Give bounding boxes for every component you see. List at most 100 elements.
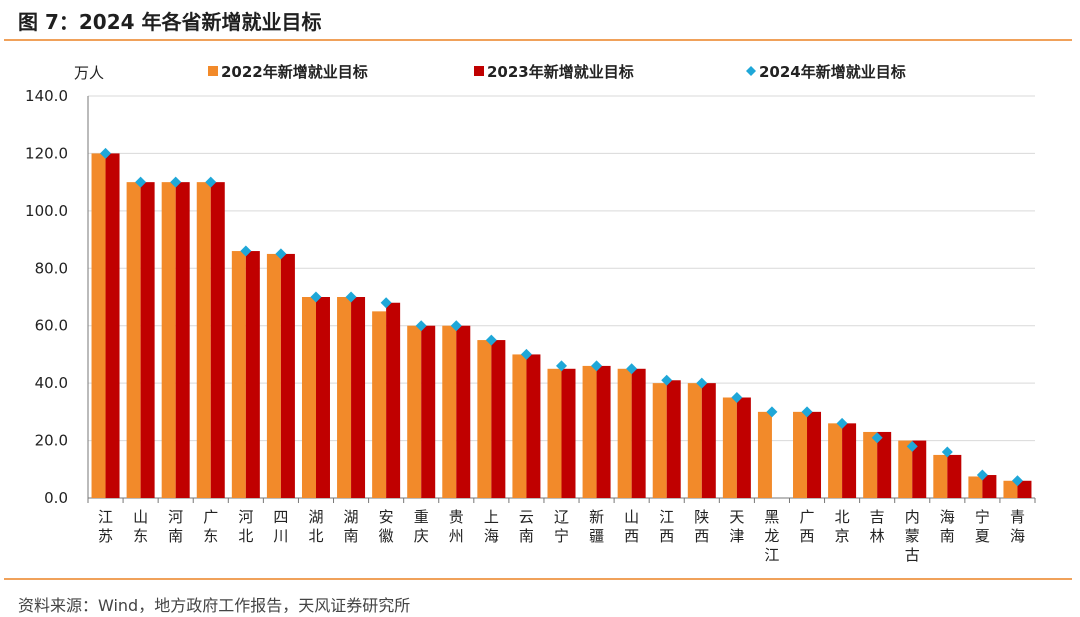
category-label: 湖北 (308, 508, 323, 545)
marker-2024 (941, 446, 953, 458)
marker-2024 (626, 363, 638, 375)
y-tick-label: 100.0 (25, 202, 68, 220)
category-label: 广西 (800, 508, 815, 545)
bar-2023 (561, 368, 576, 498)
bar-2022 (1003, 480, 1018, 498)
category-label: 湖南 (344, 508, 359, 545)
bar-2022 (301, 297, 316, 498)
y-tick-label: 120.0 (25, 144, 68, 162)
marker-2024 (415, 320, 427, 332)
bar-2023 (175, 182, 190, 498)
category-label: 河北 (238, 508, 253, 545)
legend: 2022年新增就业目标 2023年新增就业目标 2024年新增就业目标 (208, 63, 906, 81)
bar-2023 (666, 380, 681, 498)
bar-2022 (863, 431, 878, 498)
marker-2024 (205, 176, 217, 188)
marker-2024 (345, 291, 357, 303)
source-note: 资料来源：Wind，地方政府工作报告，天风证券研究所 (18, 596, 411, 615)
bar-2023 (736, 397, 751, 498)
category-label: 安徽 (379, 508, 394, 545)
figure-title: 图 7：2024 年各省新增就业目标 (18, 10, 322, 34)
category-label: 山西 (624, 508, 639, 545)
bar-2022 (793, 411, 808, 498)
legend-swatch (474, 66, 484, 76)
marker-2024 (556, 360, 567, 372)
category-label: 青海 (1010, 508, 1025, 545)
y-tick-label: 20.0 (35, 432, 68, 450)
marker-2024 (871, 432, 883, 444)
marker-2024 (275, 248, 287, 260)
bar-2022 (968, 476, 983, 498)
y-tick-label: 80.0 (35, 259, 68, 277)
bar-2023 (210, 182, 225, 498)
legend-swatch (208, 66, 218, 76)
bar-2022 (722, 397, 737, 498)
y-tick-label: 60.0 (35, 317, 68, 335)
marker-2024 (380, 297, 392, 309)
bar-2022 (266, 253, 281, 498)
bar-2023 (947, 454, 962, 498)
bar-2022 (898, 440, 913, 498)
category-label: 黑龙江 (764, 508, 779, 564)
marker-2024 (591, 360, 603, 372)
y-axis-unit: 万人 (74, 64, 104, 82)
markers (100, 147, 1023, 487)
bar-2022 (652, 383, 667, 498)
category-label: 内蒙古 (905, 508, 920, 564)
bar-2022 (933, 454, 948, 498)
bar-2022 (407, 325, 422, 498)
category-label: 山东 (133, 508, 148, 545)
bar-2022 (442, 325, 457, 498)
legend-label: 2022年新增就业目标 (221, 63, 368, 81)
marker-2024 (731, 392, 743, 403)
bar-2022 (126, 182, 141, 498)
top-rule (4, 39, 1072, 41)
bar-2023 (842, 423, 857, 498)
category-label: 天津 (729, 508, 744, 545)
bar-2022 (91, 153, 106, 498)
marker-2024 (240, 245, 252, 257)
category-label: 上海 (484, 508, 499, 545)
y-tick-label: 140.0 (25, 87, 68, 105)
category-label: 云南 (519, 508, 534, 545)
category-label: 新疆 (589, 508, 604, 545)
y-tick-labels: 0.0 20.0 40.0 60.0 80.0 100.0 120.0 140.0 (25, 87, 68, 507)
marker-2024 (520, 348, 532, 360)
marker-2024 (696, 377, 708, 389)
bar-2022 (372, 311, 387, 498)
marker-2024 (310, 291, 322, 303)
category-label: 贵州 (449, 508, 464, 545)
bar-2022 (161, 182, 176, 498)
bar-2023 (631, 368, 646, 498)
bar-2022 (547, 368, 562, 498)
legend-label: 2023年新增就业目标 (487, 63, 634, 81)
y-tick-label: 40.0 (35, 374, 68, 392)
bar-2023 (1017, 480, 1032, 498)
bar-2023 (596, 365, 611, 498)
bar-2023 (982, 475, 997, 498)
marker-2024 (450, 320, 462, 332)
category-label: 海南 (940, 508, 955, 545)
bar-2023 (912, 440, 927, 498)
bar-2023 (386, 302, 401, 498)
category-label: 北京 (835, 508, 850, 545)
marker-2024 (766, 406, 778, 418)
bar-2022 (337, 297, 352, 498)
marker-2024 (135, 176, 147, 188)
category-label: 河南 (168, 508, 183, 545)
category-label: 宁夏 (975, 508, 990, 545)
x-category-labels: 江苏山东河南广东河北四川湖北湖南安徽重庆贵州上海云南辽宁新疆山西江西陕西天津黑龙… (98, 508, 1025, 564)
marker-2024 (836, 417, 848, 429)
bar-2022 (196, 182, 211, 498)
bar-2023 (315, 297, 330, 498)
category-label: 江苏 (98, 508, 113, 545)
bar-2023 (491, 340, 506, 498)
bar-2022 (477, 340, 492, 498)
legend-marker (746, 66, 756, 76)
marker-2024 (906, 440, 918, 452)
category-label: 辽宁 (554, 508, 569, 545)
bar-2022 (512, 354, 527, 498)
bar-2022 (617, 368, 632, 498)
bar-2022 (757, 411, 772, 498)
